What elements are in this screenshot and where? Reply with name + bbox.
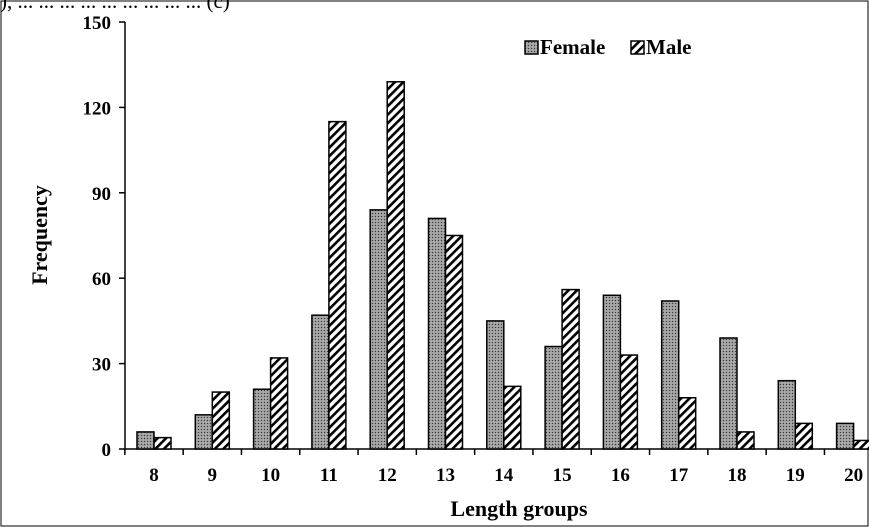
x-tick-label: 20	[844, 465, 863, 486]
x-tick-label: 19	[786, 465, 805, 486]
legend-label-female: Female	[540, 35, 605, 59]
bar-male-12	[386, 81, 405, 450]
bar-female-13	[427, 217, 447, 450]
bar-female-19	[777, 379, 797, 450]
bar-male-11	[328, 120, 347, 450]
bar-female-18	[719, 337, 738, 450]
bar-male-13	[444, 234, 464, 450]
bar-female-8	[136, 431, 155, 450]
bar-male-8	[153, 436, 172, 450]
x-tick-label: 18	[728, 465, 747, 486]
bar-male-10	[269, 357, 289, 450]
y-tick-label: 30	[92, 355, 111, 376]
bar-male-17	[677, 397, 697, 450]
legend-label-male: Male	[646, 35, 691, 59]
y-tick-labels: 0 30 60 90 120 150	[83, 13, 112, 461]
x-tick-label: 17	[669, 465, 689, 486]
bars	[136, 81, 869, 450]
y-tick-label: 120	[83, 98, 112, 119]
legend: Female Male	[524, 35, 691, 59]
y-tick-label: 150	[83, 13, 112, 34]
x-axis-title: Length groups	[450, 496, 588, 521]
legend-swatch-male	[630, 40, 645, 55]
x-tick-label: 15	[553, 465, 572, 486]
bar-female-12	[369, 209, 388, 450]
bar-male-18	[736, 431, 755, 450]
bar-female-14	[486, 320, 505, 450]
y-tick-label: 60	[92, 269, 111, 290]
bar-female-10	[252, 388, 272, 450]
bar-male-9	[211, 391, 231, 450]
x-tick-label: 10	[261, 465, 280, 486]
bar-female-15	[544, 345, 563, 450]
x-tick-label: 13	[436, 465, 455, 486]
bar-male-16	[619, 354, 639, 450]
bar-female-20	[835, 422, 855, 450]
bar-male-20	[852, 439, 869, 450]
y-axis-title: Frequency	[27, 185, 52, 285]
bar-male-15	[561, 288, 580, 450]
top-caption: ), ... ... ... ... ... ... ... ... ... (…	[0, 0, 230, 13]
x-tick-label: 9	[208, 465, 218, 486]
x-tick-label: 8	[149, 465, 159, 486]
x-tick-label: 16	[611, 465, 630, 486]
bar-female-16	[602, 294, 622, 450]
x-tick-label: 12	[378, 465, 397, 486]
bar-male-14	[503, 385, 522, 450]
bar-female-17	[660, 300, 680, 450]
bar-male-19	[794, 422, 814, 450]
legend-swatch-female	[524, 40, 539, 55]
bar-female-11	[311, 314, 330, 450]
x-tick-label: 11	[320, 465, 338, 486]
y-tick-label: 90	[92, 184, 111, 205]
x-tick-label: 14	[494, 465, 514, 486]
x-tick-labels: 8 9 10 11 12 13 14 15 16 17 18 19 20	[149, 465, 863, 486]
bar-female-9	[194, 414, 214, 450]
y-tick-label: 0	[102, 440, 112, 461]
